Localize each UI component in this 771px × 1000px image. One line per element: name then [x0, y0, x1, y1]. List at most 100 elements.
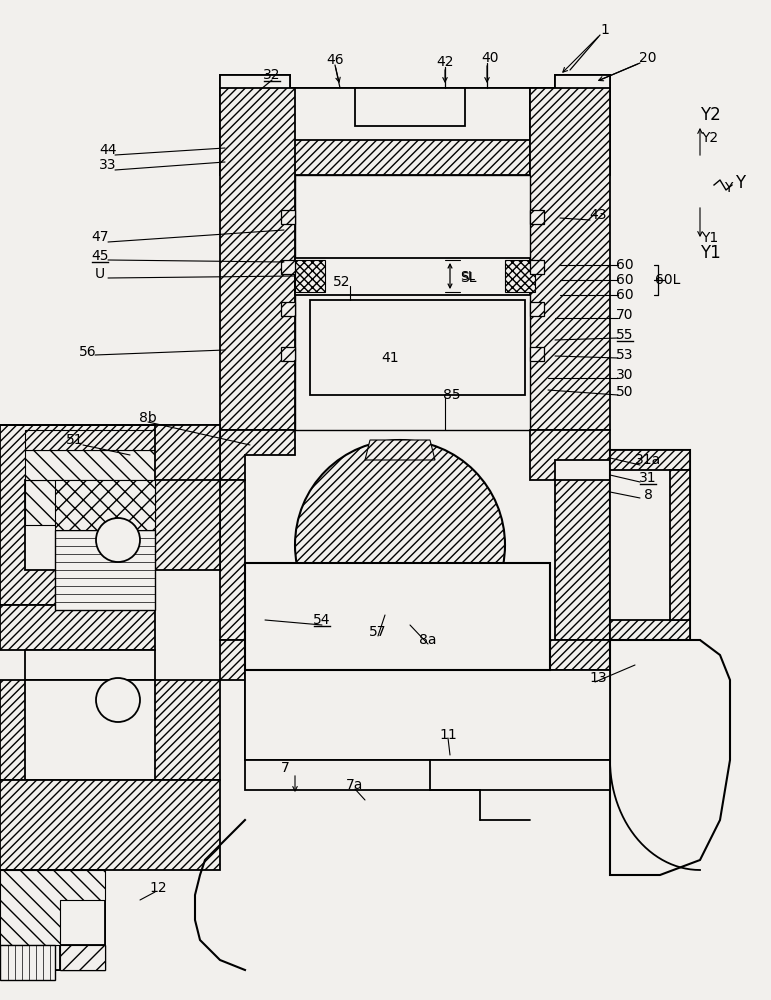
- Text: 12: 12: [149, 881, 167, 895]
- Bar: [295, 175, 530, 430]
- Polygon shape: [0, 605, 155, 650]
- Text: Y: Y: [724, 181, 732, 195]
- Polygon shape: [220, 480, 245, 640]
- Text: 46: 46: [326, 53, 344, 67]
- Polygon shape: [530, 88, 610, 430]
- Text: 85: 85: [443, 388, 461, 402]
- Text: 30: 30: [616, 368, 634, 382]
- Text: 60: 60: [616, 273, 634, 287]
- Bar: [0, 900, 60, 970]
- Polygon shape: [245, 670, 610, 760]
- Text: 54: 54: [313, 613, 331, 627]
- Circle shape: [295, 440, 505, 650]
- Bar: [290, 88, 530, 140]
- Bar: [310, 300, 525, 395]
- Text: Y2: Y2: [699, 106, 720, 124]
- Text: 31: 31: [639, 471, 657, 485]
- Polygon shape: [555, 75, 610, 88]
- Bar: [55, 530, 155, 610]
- Polygon shape: [610, 450, 690, 640]
- Text: 8b: 8b: [139, 411, 157, 425]
- Polygon shape: [25, 430, 155, 450]
- Polygon shape: [505, 260, 535, 292]
- Bar: [60, 900, 105, 945]
- Text: 31a: 31a: [635, 453, 661, 467]
- Circle shape: [96, 518, 140, 562]
- Text: 33: 33: [99, 158, 116, 172]
- Bar: [555, 75, 610, 89]
- Polygon shape: [0, 780, 220, 870]
- Polygon shape: [90, 480, 155, 525]
- Bar: [25, 480, 155, 570]
- Text: 32: 32: [263, 68, 281, 82]
- Polygon shape: [610, 450, 690, 470]
- Bar: [610, 450, 690, 640]
- Bar: [25, 650, 155, 680]
- Bar: [60, 945, 105, 970]
- Text: SL: SL: [460, 271, 476, 285]
- Bar: [530, 347, 544, 361]
- Text: 11: 11: [439, 728, 457, 742]
- Text: 55: 55: [616, 328, 634, 342]
- Text: 44: 44: [99, 143, 116, 157]
- Bar: [530, 260, 544, 274]
- Text: 47: 47: [91, 230, 109, 244]
- Text: 41: 41: [381, 351, 399, 365]
- Polygon shape: [0, 425, 220, 605]
- Bar: [281, 347, 295, 361]
- Bar: [281, 260, 295, 274]
- Text: 7: 7: [281, 761, 289, 775]
- Text: 40: 40: [481, 51, 499, 65]
- Text: 13: 13: [589, 671, 607, 685]
- Polygon shape: [25, 450, 155, 480]
- Text: 60L: 60L: [655, 273, 681, 287]
- Polygon shape: [555, 480, 610, 640]
- Polygon shape: [530, 88, 610, 175]
- Bar: [220, 75, 290, 105]
- Polygon shape: [0, 425, 220, 480]
- Bar: [355, 88, 465, 126]
- Text: 8: 8: [644, 488, 652, 502]
- Text: 45: 45: [91, 249, 109, 263]
- Bar: [220, 88, 290, 175]
- Bar: [530, 302, 544, 316]
- Bar: [245, 760, 610, 790]
- Text: 51: 51: [66, 433, 84, 447]
- Bar: [295, 258, 530, 295]
- Text: 53: 53: [616, 348, 634, 362]
- Text: 70: 70: [616, 308, 634, 322]
- Text: 57: 57: [369, 625, 387, 639]
- Polygon shape: [530, 430, 610, 480]
- Polygon shape: [55, 480, 155, 530]
- Polygon shape: [0, 680, 220, 780]
- Text: 50: 50: [616, 385, 634, 399]
- Bar: [281, 210, 295, 224]
- Text: Y1: Y1: [699, 244, 720, 262]
- Bar: [25, 680, 155, 780]
- Text: 7a: 7a: [346, 778, 364, 792]
- Bar: [281, 302, 295, 316]
- Text: 8a: 8a: [419, 633, 436, 647]
- Polygon shape: [220, 88, 610, 175]
- Polygon shape: [0, 870, 105, 945]
- Polygon shape: [610, 620, 690, 640]
- Text: 42: 42: [436, 55, 454, 69]
- Polygon shape: [670, 470, 690, 620]
- Text: 20: 20: [639, 51, 657, 65]
- Text: 52: 52: [333, 275, 351, 289]
- Circle shape: [96, 678, 140, 722]
- Polygon shape: [610, 640, 730, 875]
- Text: SL: SL: [460, 269, 476, 282]
- Polygon shape: [60, 945, 105, 970]
- Polygon shape: [220, 88, 290, 120]
- Text: 56: 56: [79, 345, 97, 359]
- Polygon shape: [365, 440, 435, 460]
- Bar: [0, 870, 105, 970]
- Bar: [0, 945, 55, 980]
- Polygon shape: [295, 260, 325, 292]
- Text: 60: 60: [616, 258, 634, 272]
- Bar: [245, 670, 610, 760]
- Polygon shape: [220, 88, 295, 430]
- Bar: [530, 210, 544, 224]
- Polygon shape: [220, 640, 610, 680]
